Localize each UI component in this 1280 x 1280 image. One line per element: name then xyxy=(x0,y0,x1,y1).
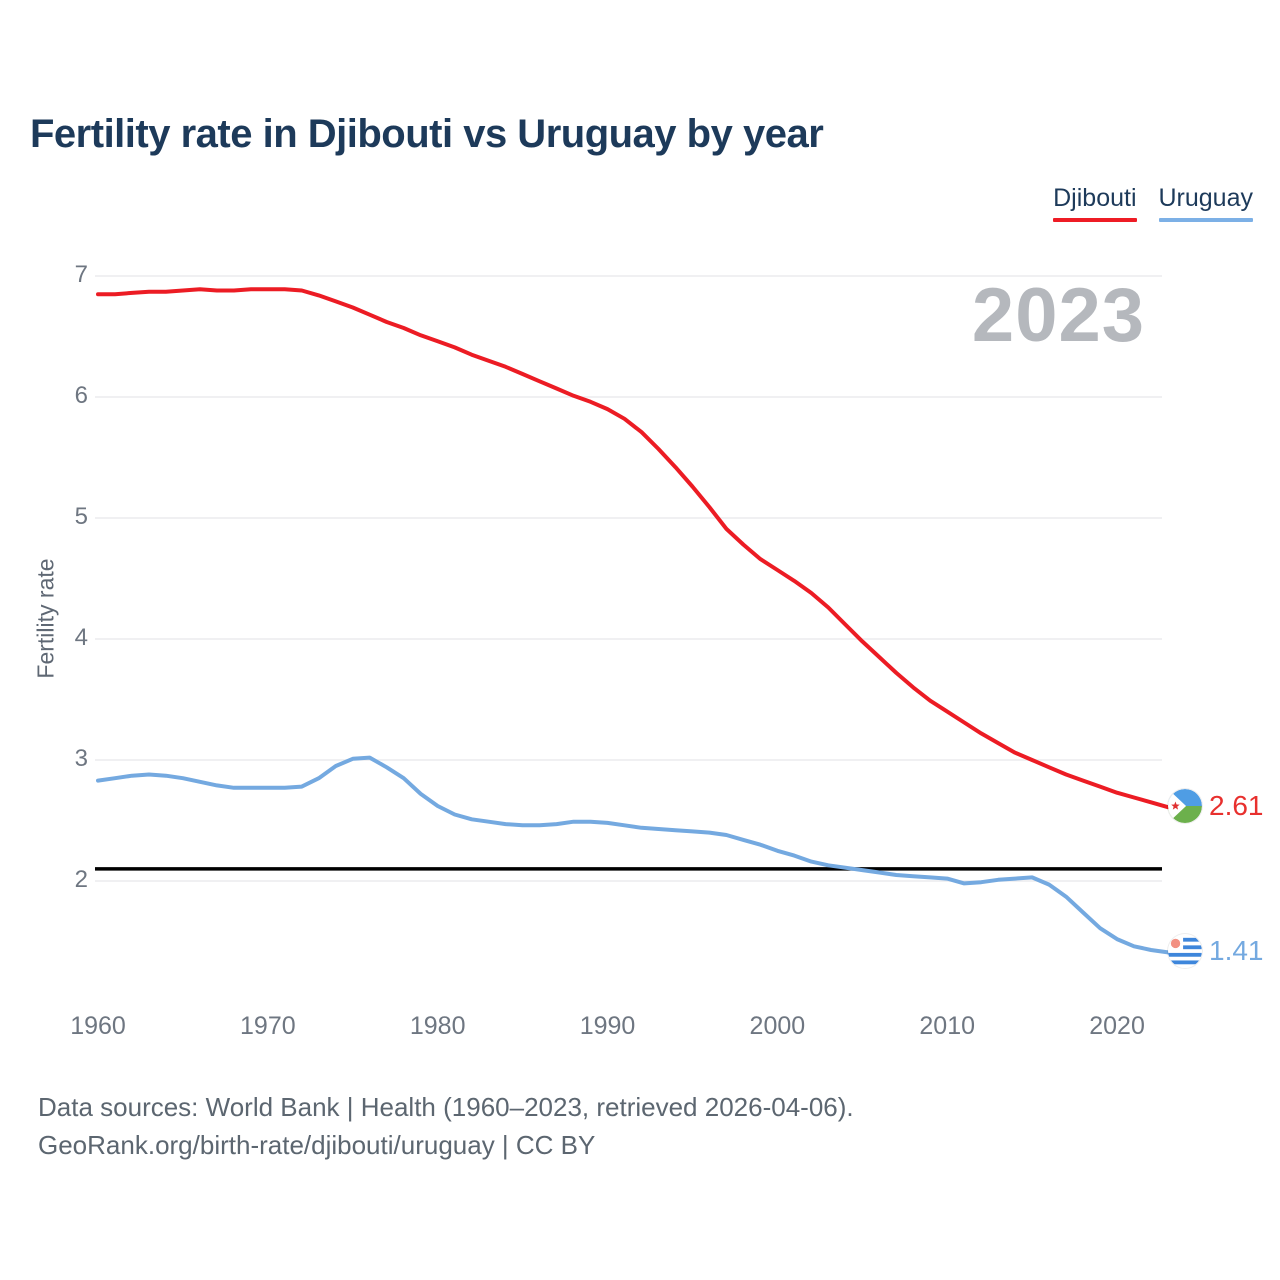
x-tick-label-1990: 1990 xyxy=(579,1012,636,1040)
series-line-djibouti xyxy=(96,287,1170,810)
djibouti-flag-icon xyxy=(1168,789,1202,823)
source-line: Data sources: World Bank | Health (1960–… xyxy=(38,1092,854,1122)
legend-item-uruguay[interactable]: Uruguay xyxy=(1158,184,1254,222)
x-tick-label-1970: 1970 xyxy=(240,1012,296,1040)
uruguay-end-value: 1.41 xyxy=(1209,935,1264,966)
x-tick-label-2000: 2000 xyxy=(749,1012,806,1040)
djibouti-end-value: 2.61 xyxy=(1209,790,1264,821)
y-axis-title: Fertility rate xyxy=(32,558,59,679)
legend-underline-djibouti xyxy=(1053,218,1137,222)
page-title: Fertility rate in Djibouti vs Uruguay by… xyxy=(30,112,824,156)
url-line: GeoRank.org/birth-rate/djibouti/uruguay … xyxy=(38,1130,596,1160)
legend-label-djibouti: Djibouti xyxy=(1053,184,1137,212)
y-tick-label-5: 5 xyxy=(74,503,88,530)
legend-item-djibouti[interactable]: Djibouti xyxy=(1053,184,1137,222)
y-tick-label-2: 2 xyxy=(74,866,88,893)
legend-label-uruguay: Uruguay xyxy=(1158,184,1254,212)
x-tick-label-1960: 1960 xyxy=(70,1012,126,1040)
chart-legend: Djibouti Uruguay xyxy=(1053,184,1253,222)
djibouti-end-label: 2.61 xyxy=(1168,789,1264,823)
x-tick-label-2020: 2020 xyxy=(1089,1012,1145,1040)
year-watermark: 2023 xyxy=(971,273,1145,358)
y-tick-label-4: 4 xyxy=(74,624,88,651)
y-tick-label-3: 3 xyxy=(74,745,88,772)
uruguay-flag-icon xyxy=(1168,934,1202,968)
series-line-uruguay xyxy=(96,755,1170,955)
y-tick-label-6: 6 xyxy=(74,382,88,409)
source-attribution: Data sources: World Bank | Health (1960–… xyxy=(38,1088,854,1164)
x-tick-label-2010: 2010 xyxy=(919,1012,976,1040)
uruguay-end-label: 1.41 xyxy=(1168,934,1264,968)
x-tick-label-1980: 1980 xyxy=(409,1012,466,1040)
legend-underline-uruguay xyxy=(1158,218,1253,222)
y-tick-label-7: 7 xyxy=(74,261,88,288)
